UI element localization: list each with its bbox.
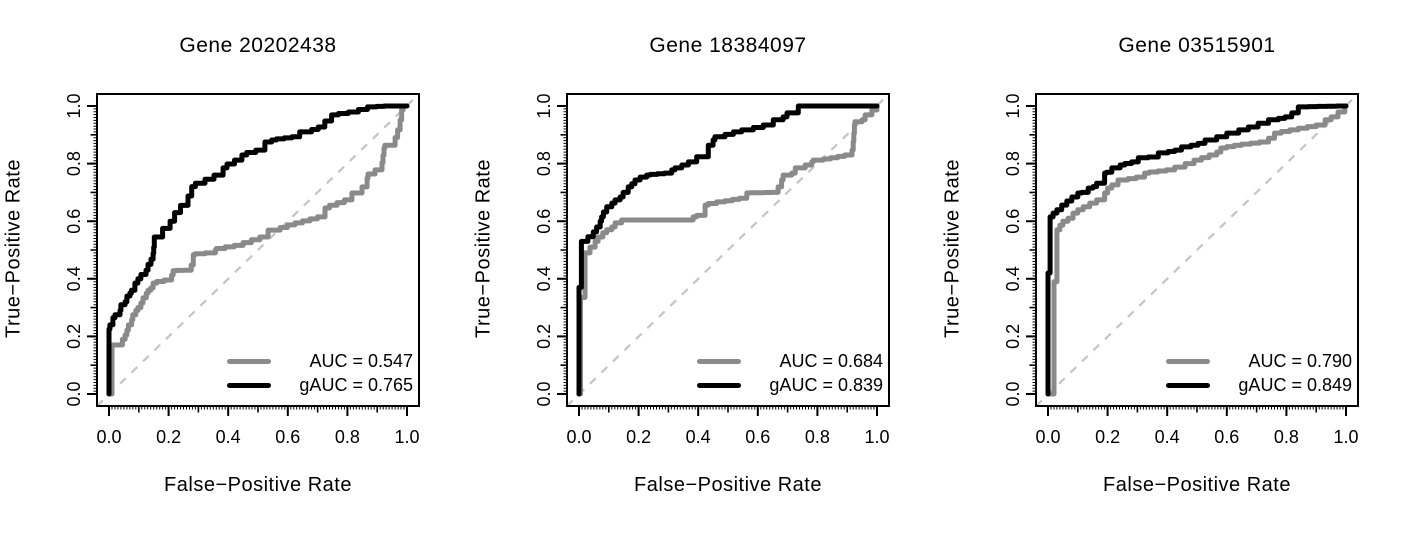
x-tick-label: 0.8 [1274, 427, 1299, 447]
plot-box [566, 93, 890, 407]
x-tick-label: 0.2 [156, 427, 181, 447]
y-tick-label: 0.0 [1003, 381, 1023, 406]
x-tick-label: 0.0 [96, 427, 121, 447]
y-tick-label: 0.6 [534, 209, 554, 234]
auc-legend-label: AUC = 0.547 [309, 351, 413, 371]
y-tick-label: 0.0 [534, 381, 554, 406]
x-tick-label: 1.0 [394, 427, 419, 447]
x-tick-label: 0.0 [1035, 427, 1060, 447]
legend: AUC = 0.547 gAUC = 0.765 [227, 352, 413, 400]
major-axis-ticks [557, 105, 878, 416]
y-tick-label: 0.8 [64, 151, 84, 176]
x-axis-label: False−Positive Rate [164, 474, 352, 496]
y-tick-label: 0.4 [1003, 266, 1023, 291]
y-tick-label: 0.0 [64, 381, 84, 406]
plot-box [1035, 93, 1359, 407]
x-axis-label: False−Positive Rate [1103, 474, 1291, 496]
auc-curve [1045, 103, 1349, 397]
y-tick-label: 0.4 [534, 266, 554, 291]
x-tick-label: 0.2 [626, 427, 651, 447]
legend-row-auc: AUC = 0.547 [227, 352, 413, 371]
diagonal-reference-line [96, 93, 420, 407]
diagonal-reference-line [1035, 93, 1359, 407]
auc-legend-label: AUC = 0.684 [779, 351, 883, 371]
x-tick-label: 0.4 [1155, 427, 1180, 447]
legend-row-gauc: gAUC = 0.849 [1166, 376, 1352, 395]
x-tick-label: 0.4 [216, 427, 241, 447]
y-tick-label: 1.0 [64, 93, 84, 118]
auc-line-swatch [697, 359, 741, 364]
gauc-line-swatch [227, 383, 271, 388]
gauc-curve [1045, 103, 1349, 397]
legend-row-auc: AUC = 0.790 [1166, 352, 1352, 371]
x-tick-label: 0.6 [275, 427, 300, 447]
y-tick-label: 0.2 [1003, 324, 1023, 349]
diagonal-reference-line [566, 93, 890, 407]
y-tick-label: 1.0 [534, 93, 554, 118]
gauc-line-swatch [1166, 383, 1210, 388]
y-axis-label: True−Positive Rate [472, 159, 495, 338]
gauc-curve [576, 103, 880, 397]
y-tick-label: 0.6 [64, 209, 84, 234]
gauc-curve [106, 103, 410, 397]
y-tick-label: 1.0 [1003, 93, 1023, 118]
x-tick-label: 0.4 [686, 427, 711, 447]
legend: AUC = 0.684 gAUC = 0.839 [697, 352, 883, 400]
x-axis-label: False−Positive Rate [634, 474, 822, 496]
legend: AUC = 0.790 gAUC = 0.849 [1166, 352, 1352, 400]
gauc-legend-label: gAUC = 0.849 [1238, 375, 1352, 395]
auc-curve [576, 103, 880, 397]
roc-panel-2: 0.0 0.2 0.4 0.6 0.8 1.0 0.0 0.2 0.4 0.6 0.8 1.0 Gen… [470, 0, 939, 535]
roc-plot-1: 0.0 0.2 0.4 0.6 0.8 1.0 0.0 0.2 0.4 0.6 0.8 1.0 [64, 93, 420, 447]
y-axis-label: True−Positive Rate [2, 159, 25, 338]
gauc-line-swatch [697, 383, 741, 388]
plot-box [96, 93, 420, 407]
gauc-legend-label: gAUC = 0.839 [769, 375, 883, 395]
x-tick-label: 0.6 [1214, 427, 1239, 447]
x-tick-label: 0.8 [335, 427, 360, 447]
y-axis-label: True−Positive Rate [941, 159, 964, 338]
y-tick-label: 0.8 [534, 151, 554, 176]
y-tick-label: 0.2 [534, 324, 554, 349]
x-tick-label: 1.0 [864, 427, 889, 447]
auc-curve [106, 103, 410, 397]
x-tick-label: 0.2 [1095, 427, 1120, 447]
panel-title: Gene 20202438 [179, 34, 337, 57]
x-tick-label: 1.0 [1333, 427, 1358, 447]
panel-title: Gene 18384097 [649, 34, 807, 57]
y-tick-label: 0.8 [1003, 151, 1023, 176]
legend-row-gauc: gAUC = 0.765 [227, 376, 413, 395]
roc-panel-1: 0.0 0.2 0.4 0.6 0.8 1.0 0.0 0.2 0.4 0.6 0.8 1.0 Gen… [0, 0, 469, 535]
x-tick-label: 0.0 [566, 427, 591, 447]
x-tick-label: 0.6 [745, 427, 770, 447]
y-tick-label: 0.2 [64, 324, 84, 349]
gauc-legend-label: gAUC = 0.765 [299, 375, 413, 395]
major-axis-ticks [87, 105, 408, 416]
auc-line-swatch [1166, 359, 1210, 364]
x-tick-label: 0.8 [805, 427, 830, 447]
roc-plot-2: 0.0 0.2 0.4 0.6 0.8 1.0 0.0 0.2 0.4 0.6 0.8 1.0 [534, 93, 890, 447]
roc-panel-3: 0.0 0.2 0.4 0.6 0.8 1.0 0.0 0.2 0.4 0.6 0.8 1.0 Gen… [939, 0, 1408, 535]
legend-row-auc: AUC = 0.684 [697, 352, 883, 371]
panel-title: Gene 03515901 [1118, 34, 1276, 57]
auc-line-swatch [227, 359, 271, 364]
roc-plot-3: 0.0 0.2 0.4 0.6 0.8 1.0 0.0 0.2 0.4 0.6 0.8 1.0 [1003, 93, 1359, 447]
major-axis-ticks [1026, 105, 1347, 416]
y-tick-label: 0.4 [64, 266, 84, 291]
legend-row-gauc: gAUC = 0.839 [697, 376, 883, 395]
auc-legend-label: AUC = 0.790 [1248, 351, 1352, 371]
y-tick-label: 0.6 [1003, 209, 1023, 234]
